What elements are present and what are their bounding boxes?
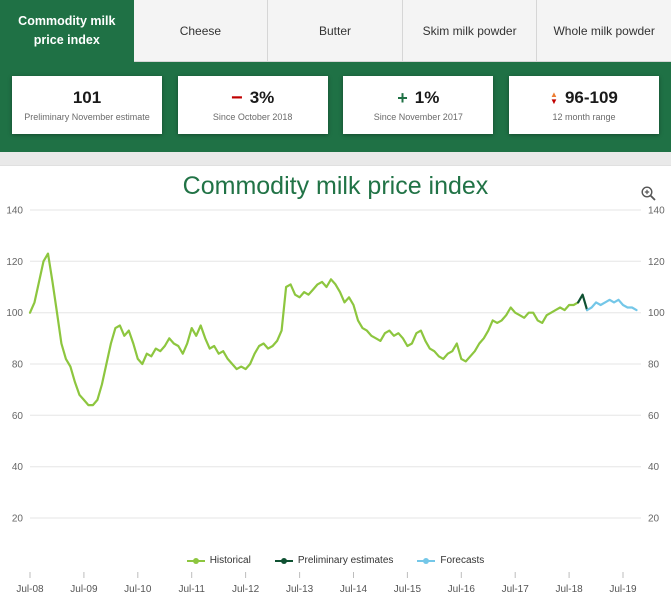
- chart-panel: Commodity milk price index 20 20 40 40 60 60 8…: [0, 166, 671, 600]
- range-down-arrow-icon: ▼: [550, 97, 558, 106]
- svg-text:Jul-09: Jul-09: [70, 584, 98, 595]
- header: Commodity milk price index Cheese Butter…: [0, 0, 671, 152]
- tab-commodity-milk-price-index[interactable]: Commodity milk price index: [0, 0, 134, 62]
- legend-label: Historical: [209, 555, 251, 566]
- svg-text:100: 100: [648, 308, 665, 319]
- stat-value: 1%: [414, 88, 440, 107]
- historical-line-marker-icon: [186, 557, 205, 564]
- tab-label: Commodity milk price index: [18, 14, 116, 47]
- svg-text:40: 40: [648, 462, 660, 473]
- tab-butter[interactable]: Butter: [268, 0, 403, 62]
- svg-text:Jul-08: Jul-08: [16, 584, 44, 595]
- tab-whole-milk-powder[interactable]: Whole milk powder: [537, 0, 671, 62]
- plus-icon: +: [397, 88, 408, 108]
- legend-item-preliminary-estimates[interactable]: Preliminary estimates: [274, 555, 394, 566]
- stat-card-current-index: 101 Preliminary November estimate: [12, 76, 162, 134]
- stat-card-since-october: − 3% Since October 2018: [177, 76, 328, 134]
- range-icon: ▲ ▼: [550, 90, 558, 106]
- svg-text:120: 120: [648, 257, 665, 268]
- stat-value: 101: [72, 88, 102, 107]
- magnifier-icon: [640, 185, 656, 201]
- legend-item-historical[interactable]: Historical: [186, 555, 251, 566]
- stat-caption: Since November 2017: [373, 112, 463, 122]
- svg-text:20: 20: [12, 514, 24, 525]
- tab-label: Butter: [318, 23, 351, 38]
- svg-text:60: 60: [12, 411, 24, 422]
- chart-legend: Historical Preliminary estimates Forecas…: [0, 555, 671, 566]
- svg-text:40: 40: [12, 462, 24, 473]
- forecast-line-marker-icon: [417, 557, 436, 564]
- tab-label: Cheese: [179, 23, 222, 38]
- stat-value: 96-109: [564, 88, 618, 107]
- legend-label: Forecasts: [440, 555, 485, 566]
- svg-text:140: 140: [6, 206, 23, 217]
- zoom-icon[interactable]: [638, 183, 658, 203]
- range-up-arrow-icon: ▲: [550, 90, 558, 99]
- svg-text:Jul-13: Jul-13: [286, 584, 314, 595]
- minus-icon: −: [231, 87, 243, 109]
- svg-text:100: 100: [6, 308, 23, 319]
- svg-text:Jul-10: Jul-10: [124, 584, 152, 595]
- svg-text:20: 20: [648, 514, 660, 525]
- preliminary-line-marker-icon: [274, 557, 293, 564]
- svg-text:Jul-12: Jul-12: [232, 584, 260, 595]
- svg-text:80: 80: [648, 360, 660, 371]
- stat-card-12-month-range: ▲ ▼ 96-109 12 month range: [508, 76, 659, 134]
- svg-text:140: 140: [648, 206, 665, 217]
- stat-caption: Preliminary November estimate: [24, 112, 150, 122]
- svg-text:Jul-14: Jul-14: [340, 584, 368, 595]
- svg-text:Jul-11: Jul-11: [178, 584, 205, 595]
- legend-label: Preliminary estimates: [297, 555, 394, 566]
- svg-text:Jul-15: Jul-15: [394, 584, 422, 595]
- stat-caption: Since October 2018: [212, 112, 293, 122]
- tab-label: Skim milk powder: [422, 23, 517, 38]
- legend-item-forecasts[interactable]: Forecasts: [417, 555, 484, 566]
- stat-caption: 12 month range: [552, 112, 616, 122]
- stat-value: 3%: [249, 88, 275, 107]
- svg-text:Jul-19: Jul-19: [609, 584, 637, 595]
- svg-text:Jul-18: Jul-18: [555, 584, 583, 595]
- stat-card-row: 101 Preliminary November estimate − 3% S…: [0, 62, 671, 152]
- stat-card-since-november: + 1% Since November 2017: [343, 76, 494, 134]
- tab-bar: Commodity milk price index Cheese Butter…: [0, 0, 671, 62]
- page-background-strip: [0, 152, 671, 166]
- svg-text:60: 60: [648, 411, 660, 422]
- price-line-chart[interactable]: 20 20 40 40 60 60 80 80 100 100 120 120 140 140 Jul-08…: [0, 204, 671, 600]
- tab-label: Whole milk powder: [553, 23, 655, 38]
- chart-title: Commodity milk price index: [182, 172, 489, 200]
- svg-text:Jul-16: Jul-16: [448, 584, 476, 595]
- tab-skim-milk-powder[interactable]: Skim milk powder: [402, 0, 538, 62]
- tab-cheese[interactable]: Cheese: [133, 0, 269, 62]
- svg-text:80: 80: [12, 360, 24, 371]
- svg-text:Jul-17: Jul-17: [502, 584, 530, 595]
- svg-text:120: 120: [6, 257, 23, 268]
